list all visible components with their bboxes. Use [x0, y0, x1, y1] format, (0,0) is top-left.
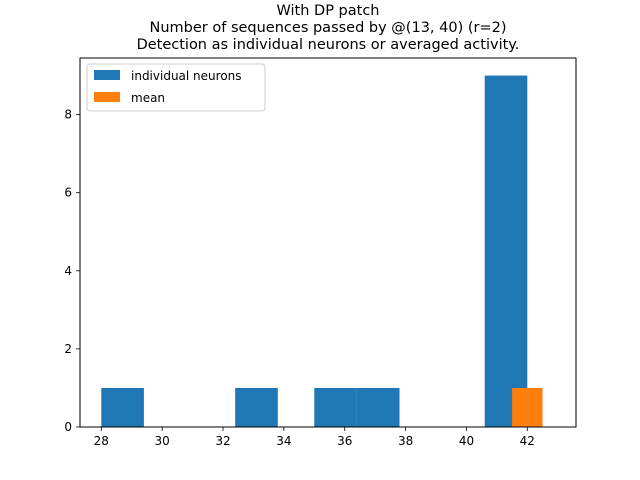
- bar-individual-neurons-2: [314, 387, 357, 427]
- legend: individual neurons mean: [86, 63, 266, 112]
- y-tick-label: 6: [64, 186, 72, 200]
- x-tick-label: 38: [398, 434, 413, 448]
- bars-group: [101, 75, 543, 428]
- bar-individual-neurons-3: [356, 387, 400, 427]
- bar-individual-neurons-0: [101, 387, 144, 427]
- x-tick-label: 32: [215, 434, 230, 448]
- legend-box: [86, 63, 266, 112]
- legend-label-mean: mean: [131, 91, 165, 105]
- x-tick-label: 34: [276, 434, 291, 448]
- chart-subtitle-line-1: Number of sequences passed by @(13, 40) …: [150, 20, 507, 36]
- y-tick-label: 0: [64, 420, 72, 434]
- x-tick-label: 30: [155, 434, 170, 448]
- axes-frame: [79, 57, 577, 428]
- plot-area: 28 30 32 34 36 38 40 42 0 2 4 6 8: [64, 57, 577, 448]
- legend-swatch-individual-neurons: [94, 70, 120, 80]
- x-tick-label: 42: [520, 434, 535, 448]
- y-tick-label: 4: [64, 264, 72, 278]
- x-axis-ticks: 28 30 32 34 36 38 40 42: [94, 427, 535, 448]
- y-tick-label: 8: [64, 108, 72, 122]
- legend-label-individual-neurons: individual neurons: [131, 69, 242, 83]
- chart-title: With DP patch: [277, 3, 380, 19]
- chart-subtitle-line-2: Detection as individual neurons or avera…: [137, 37, 520, 53]
- bar-individual-neurons-1: [235, 387, 278, 427]
- x-tick-label: 40: [459, 434, 474, 448]
- bar-individual-neurons-4: [484, 75, 528, 428]
- x-tick-label: 28: [94, 434, 109, 448]
- bar-mean-0: [512, 387, 543, 427]
- x-tick-label: 36: [337, 434, 352, 448]
- legend-swatch-mean: [94, 92, 120, 102]
- y-tick-label: 2: [64, 342, 72, 356]
- y-axis-ticks: 0 2 4 6 8: [64, 108, 80, 434]
